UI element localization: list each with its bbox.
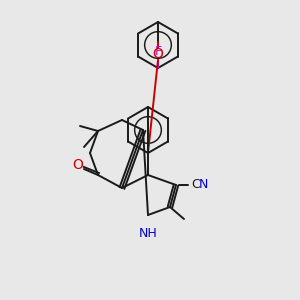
Text: C: C — [191, 178, 200, 190]
Text: N: N — [199, 178, 208, 190]
Text: O: O — [153, 47, 164, 61]
Text: NH: NH — [139, 227, 158, 240]
Text: O: O — [73, 158, 83, 172]
Text: F: F — [154, 45, 162, 58]
